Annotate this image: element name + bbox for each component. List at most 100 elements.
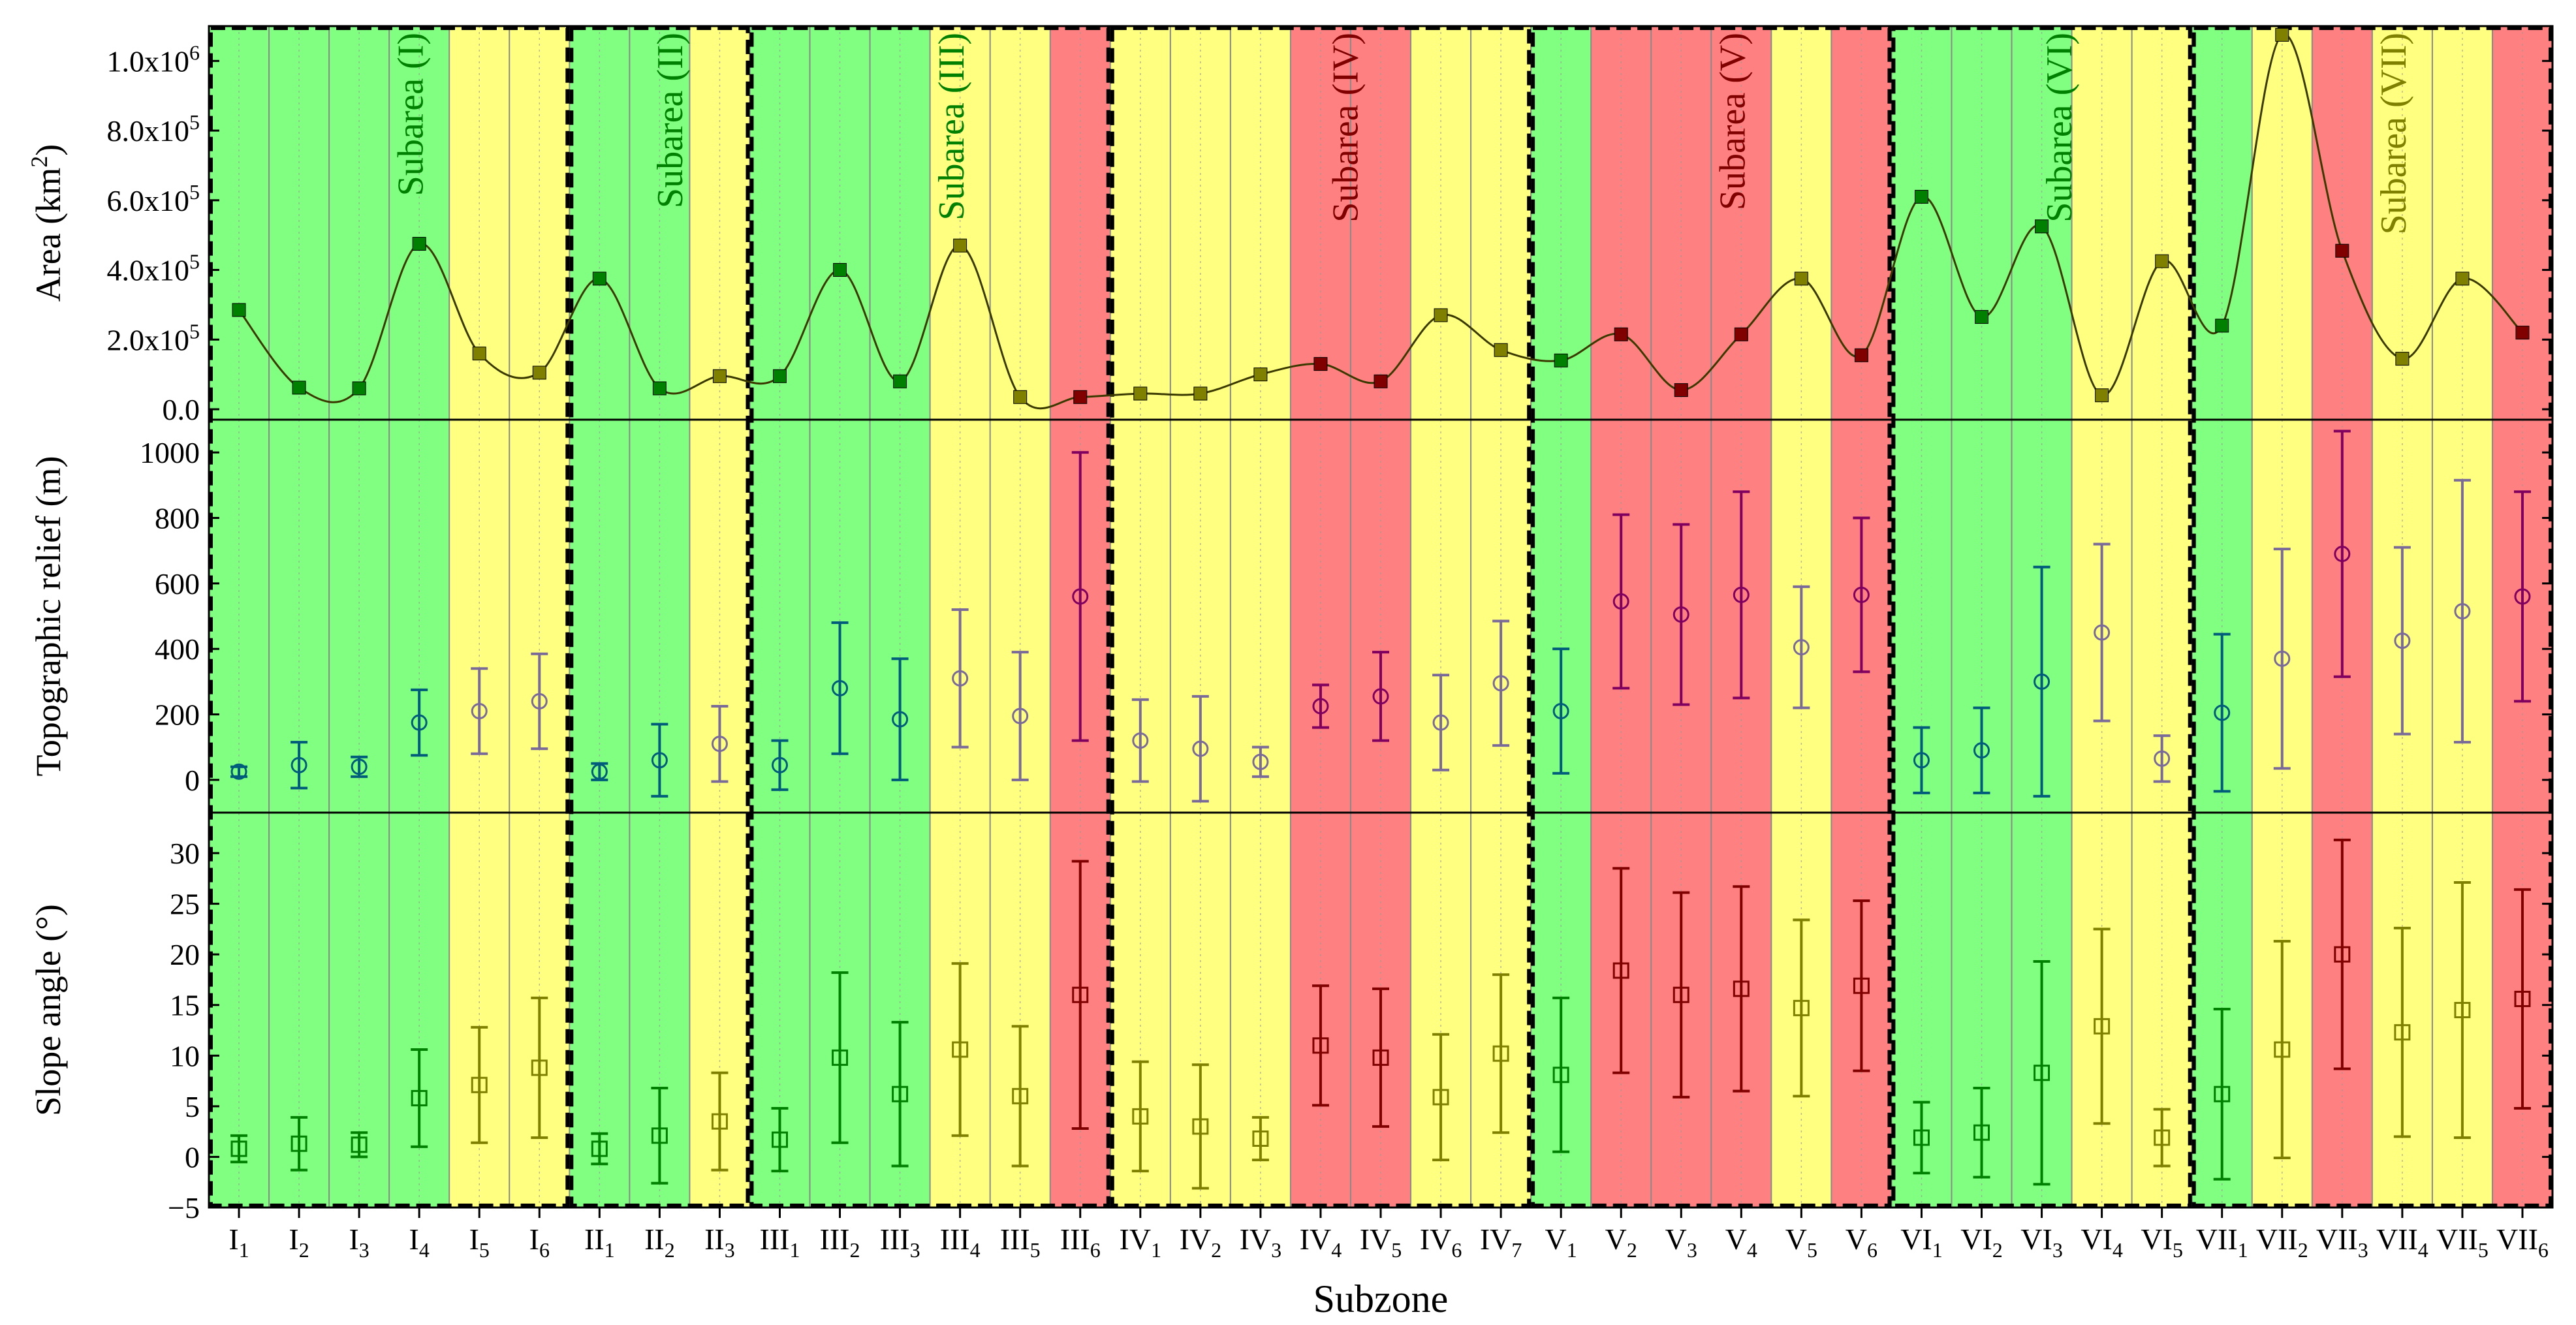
mean-marker xyxy=(2034,673,2050,690)
mean-marker xyxy=(2274,650,2291,667)
y-tick-label: −5 xyxy=(168,1191,200,1224)
x-tick-label: IV2 xyxy=(1180,1223,1222,1262)
area-point xyxy=(1554,353,1568,367)
subarea-box xyxy=(749,26,1110,1208)
mean-marker xyxy=(411,1089,428,1106)
subarea-label: Subarea (IV) xyxy=(1326,33,1366,223)
area-point xyxy=(1734,327,1748,341)
subarea-label: Subarea (I) xyxy=(390,33,431,196)
data-marks xyxy=(230,27,2531,1190)
axis-labels: Area (km2) Topographic relief (m) Slope an… xyxy=(26,144,1448,1320)
subarea-box xyxy=(1110,26,1531,1208)
mean-marker xyxy=(1793,639,1810,656)
area-point xyxy=(1975,310,1989,324)
mean-marker xyxy=(1312,1037,1329,1054)
subarea-label: Subarea (V) xyxy=(1712,33,1753,210)
y-tick-label: 800 xyxy=(155,502,200,535)
band-III3 xyxy=(870,26,931,1208)
y-axis-label: Area (km2) xyxy=(26,144,68,302)
mean-marker xyxy=(2514,990,2531,1007)
area-point xyxy=(1854,348,1868,362)
mean-marker xyxy=(1973,1124,1990,1141)
mean-marker xyxy=(1612,593,1629,610)
x-tick-label: III1 xyxy=(760,1223,800,1262)
mean-marker xyxy=(771,1131,788,1148)
mean-marker xyxy=(1372,688,1389,705)
x-axis-label: Subzone xyxy=(1313,1277,1449,1320)
x-tick-label: I6 xyxy=(529,1223,550,1262)
mean-marker xyxy=(531,1059,548,1076)
mean-marker xyxy=(1012,708,1029,725)
area-point xyxy=(532,366,546,380)
mean-marker xyxy=(531,693,548,709)
subarea-box xyxy=(1891,26,2192,1208)
mean-marker xyxy=(832,1049,849,1066)
y-tick-label: 6.0x105 xyxy=(107,180,200,217)
mean-marker xyxy=(1012,1087,1029,1104)
mean-marker xyxy=(351,758,368,775)
x-tick-label: IV1 xyxy=(1120,1223,1162,1262)
mean-marker xyxy=(230,1140,247,1157)
area-point xyxy=(1193,386,1208,401)
x-tick-label: VI3 xyxy=(2020,1223,2063,1262)
mean-marker xyxy=(230,763,247,780)
mean-marker xyxy=(1372,1049,1389,1066)
mean-marker xyxy=(2214,704,2231,721)
mean-marker xyxy=(1132,732,1149,749)
area-point xyxy=(1614,327,1628,341)
mean-marker xyxy=(2394,632,2411,649)
y-tick-label: 20 xyxy=(170,938,200,971)
area-point xyxy=(2395,352,2410,366)
x-tick-label: II1 xyxy=(584,1223,615,1262)
x-tick-label: IV6 xyxy=(1420,1223,1462,1262)
band-VI5 xyxy=(2131,26,2193,1208)
mean-marker xyxy=(1492,1045,1509,1062)
mean-marker xyxy=(1312,698,1329,715)
x-tick-label: VI2 xyxy=(1960,1223,2003,1262)
mean-marker xyxy=(1612,962,1629,979)
mean-marker xyxy=(1252,753,1269,770)
mean-marker xyxy=(591,763,608,780)
area-point xyxy=(652,381,667,396)
mean-marker xyxy=(1913,1129,1930,1146)
mean-marker xyxy=(1132,1108,1149,1125)
area-point xyxy=(2155,254,2169,268)
band-I4 xyxy=(389,26,450,1208)
y-tick-label: 15 xyxy=(170,989,200,1022)
area-point xyxy=(1253,367,1268,382)
mean-marker xyxy=(2274,1041,2291,1058)
y-tick-label: 0 xyxy=(185,1140,200,1174)
mean-marker xyxy=(1733,586,1750,603)
x-tick-label: V1 xyxy=(1545,1223,1577,1262)
mean-marker xyxy=(771,756,788,773)
x-tick-label: VII5 xyxy=(2436,1223,2489,1262)
band-II3 xyxy=(689,26,750,1208)
score-bands: Subarea (I) Subarea (II) Subarea (III) Suba… xyxy=(209,26,2553,1208)
area-point xyxy=(1013,390,1028,404)
mean-marker xyxy=(2454,602,2471,619)
y-tick-label: 25 xyxy=(170,888,200,921)
y-tick-label: 600 xyxy=(155,567,200,600)
y-tick-label: 8.0x105 xyxy=(107,110,200,148)
subarea-label: Subarea (III) xyxy=(932,33,972,221)
area-point xyxy=(1374,374,1388,388)
mean-marker xyxy=(291,1135,307,1152)
band-III5 xyxy=(990,26,1051,1208)
y-tick-label: 400 xyxy=(155,632,200,666)
mean-marker xyxy=(2034,1065,2050,1082)
mean-marker xyxy=(471,1076,488,1093)
x-tick-label: IV5 xyxy=(1360,1223,1402,1262)
mean-marker xyxy=(591,1140,608,1157)
subarea-box xyxy=(1531,26,1892,1208)
area-point xyxy=(472,347,486,361)
band-II1 xyxy=(569,26,630,1208)
x-tick-label: VII6 xyxy=(2496,1223,2549,1262)
mean-marker xyxy=(1913,752,1930,769)
mean-marker xyxy=(2094,624,2111,641)
mean-marker xyxy=(1192,740,1209,757)
area-point xyxy=(1073,390,1088,404)
x-tick-label: VI1 xyxy=(1900,1223,1943,1262)
mean-marker xyxy=(1072,588,1089,605)
axes: 0.0 2.0x105 4.0x105 6.0x105 8.0x105 1.0x106 0 2… xyxy=(107,40,2552,1262)
